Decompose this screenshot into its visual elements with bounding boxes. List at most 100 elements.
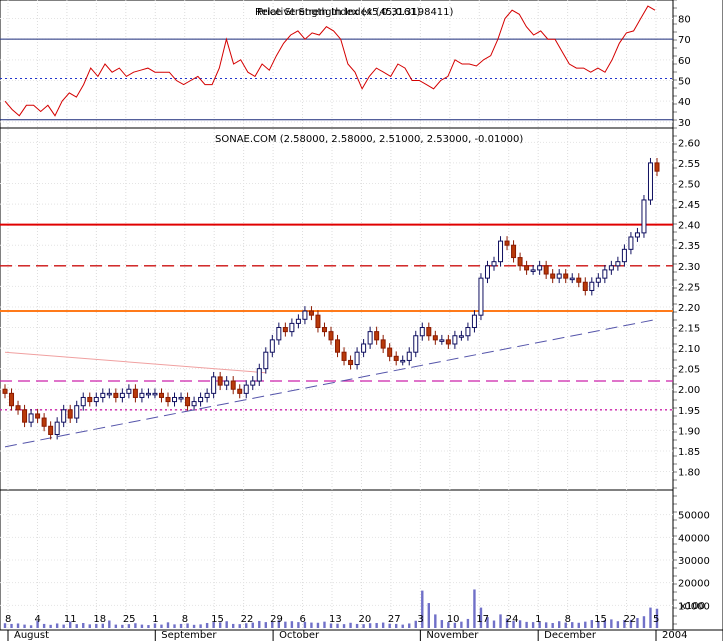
candle-body bbox=[48, 425, 54, 436]
candle-body bbox=[172, 396, 178, 403]
candle-body bbox=[478, 277, 484, 316]
volume-bar bbox=[629, 619, 633, 628]
y-tick-label-volume: 30000 bbox=[678, 556, 710, 567]
x-tick-label-day: 1 bbox=[152, 614, 158, 625]
volume-bar bbox=[362, 624, 365, 628]
indicator-panel bbox=[0, 0, 674, 129]
volume-bar bbox=[427, 603, 430, 628]
volume-bar bbox=[297, 622, 300, 628]
candle-body bbox=[328, 331, 334, 341]
candle-body bbox=[641, 199, 647, 234]
trendline-support bbox=[4, 318, 658, 448]
y-tick-label-price: 1.90 bbox=[678, 426, 700, 437]
volume-bar bbox=[408, 623, 411, 628]
volume-bar bbox=[140, 624, 144, 628]
volume-bar bbox=[147, 625, 150, 628]
volume-bar bbox=[577, 622, 580, 628]
candle-body bbox=[230, 380, 236, 390]
volume-bar bbox=[336, 623, 339, 628]
candle-body bbox=[374, 331, 380, 341]
candle-body bbox=[563, 273, 569, 279]
volume-bar bbox=[401, 624, 404, 628]
volume-bar bbox=[655, 608, 659, 628]
volume-bar bbox=[10, 623, 13, 628]
candle-body bbox=[308, 310, 314, 316]
candle-body bbox=[269, 339, 275, 353]
y-tick-label-price: 1.85 bbox=[678, 447, 700, 458]
volume-bar bbox=[355, 623, 359, 628]
volume-bar bbox=[284, 621, 287, 628]
y-tick-label-volume: 40000 bbox=[678, 533, 710, 544]
candle-body bbox=[9, 392, 15, 407]
x-tick-label-month: September bbox=[161, 630, 217, 641]
volume-bar bbox=[473, 589, 476, 628]
candle-body bbox=[145, 392, 151, 396]
volume-bar bbox=[434, 614, 437, 628]
x-tick-label-month: December bbox=[544, 630, 597, 641]
volume-bar bbox=[479, 607, 483, 628]
volume-bar bbox=[153, 623, 157, 628]
volume-bar bbox=[544, 622, 548, 628]
volume-bar bbox=[486, 617, 489, 628]
candle-body bbox=[504, 240, 510, 246]
x-tick-label-month: October bbox=[279, 630, 320, 641]
y-tick-label-rsi: 80 bbox=[678, 14, 691, 25]
volume-bar bbox=[69, 621, 72, 628]
x-tick-label-day: 20 bbox=[358, 614, 371, 625]
candle-body bbox=[387, 347, 393, 357]
volume-bar bbox=[395, 623, 398, 628]
candle-body bbox=[282, 327, 288, 333]
y-tick-label-price: 2.40 bbox=[678, 221, 700, 232]
volume-bar bbox=[49, 624, 52, 628]
volume-bar bbox=[245, 623, 248, 628]
volume-bar bbox=[277, 620, 281, 628]
volume-bar bbox=[232, 623, 235, 628]
candle-body bbox=[589, 281, 595, 291]
candle-body bbox=[263, 351, 269, 370]
volume-bar bbox=[16, 623, 20, 628]
candle-body bbox=[119, 392, 125, 398]
x-tick-label-day: 13 bbox=[329, 614, 342, 625]
volume-bar bbox=[551, 623, 554, 628]
volume-bar bbox=[264, 622, 267, 628]
candle-body bbox=[165, 396, 171, 403]
candle-body bbox=[524, 265, 530, 271]
x-tick-label-day: 8 bbox=[5, 614, 11, 625]
candle-body bbox=[608, 265, 614, 271]
candle-body bbox=[582, 281, 588, 291]
y-tick-label-rsi: 60 bbox=[678, 56, 691, 67]
volume-bar bbox=[82, 623, 85, 628]
volume-bar bbox=[375, 623, 378, 628]
volume-bar bbox=[95, 623, 98, 628]
candle-body bbox=[537, 265, 543, 271]
candle-body bbox=[191, 401, 197, 407]
volume-bar bbox=[303, 621, 307, 628]
volume-bar bbox=[623, 620, 626, 628]
indicator-title: Relative Strength Index (45,0.3198411) bbox=[255, 7, 454, 18]
indicator-title-overlap: Price Strength Index (45,0.3161) bbox=[257, 7, 421, 18]
candle-body bbox=[276, 327, 282, 341]
volume-bar bbox=[414, 620, 417, 628]
x-tick-label-day: 18 bbox=[93, 614, 106, 625]
x-tick-label-day: 25 bbox=[123, 614, 136, 625]
y-tick-label-price: 2.20 bbox=[678, 303, 700, 314]
candle-body bbox=[106, 392, 112, 396]
candle-body bbox=[321, 327, 327, 333]
candle-body bbox=[458, 335, 464, 338]
candle-body bbox=[413, 335, 419, 353]
candle-body bbox=[543, 265, 549, 275]
candle-body bbox=[35, 413, 41, 419]
volume-bar bbox=[218, 622, 222, 628]
x-tick-label-day: 5 bbox=[653, 614, 659, 625]
price-panel bbox=[0, 127, 674, 491]
volume-bar bbox=[499, 614, 502, 628]
x-tick-label-day: 11 bbox=[64, 614, 77, 625]
candle-body bbox=[419, 327, 425, 337]
volume-bar bbox=[310, 622, 313, 628]
y-tick-label-price: 1.80 bbox=[678, 468, 700, 479]
y-tick-label-volume: 50000 bbox=[678, 511, 710, 522]
candle-body bbox=[628, 236, 634, 250]
candle-body bbox=[341, 351, 347, 361]
candle-body bbox=[289, 322, 295, 333]
